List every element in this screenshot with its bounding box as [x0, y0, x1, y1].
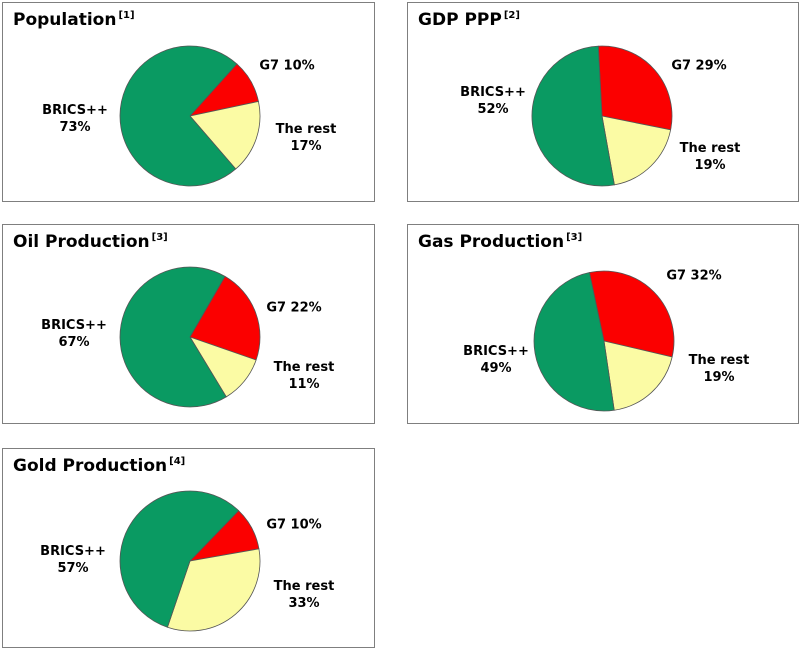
pie-slice-the-rest [167, 548, 261, 632]
slice-label-line: G7 29% [671, 58, 727, 74]
chart-panel-oil-production: Oil Production [3] BRICS++ 67% G7 22% The res… [2, 224, 375, 424]
pie-chart-gdp-ppp [531, 45, 673, 187]
slice-label-brics: BRICS++ 52% [460, 85, 526, 119]
pie-slice-g7 [189, 275, 261, 361]
chart-title: GDP PPP [2] [418, 10, 520, 30]
slice-label-the-rest: The rest 11% [274, 360, 335, 394]
footnote-ref: [4] [169, 456, 186, 468]
pie-slice-brics [533, 272, 615, 412]
footnote-ref: [1] [118, 10, 135, 22]
pie-chart-gold-production [119, 490, 261, 632]
slice-label-line: 73% [59, 120, 91, 135]
pie-chart-gas-production [533, 270, 675, 412]
pie-slice-g7 [589, 270, 675, 358]
pie-slice-the-rest [601, 115, 672, 186]
slice-label-the-rest: The rest 19% [680, 141, 741, 175]
chart-title-text: GDP PPP [418, 10, 502, 30]
slice-label-brics: BRICS++ 67% [41, 318, 107, 352]
slice-label-the-rest: The rest 33% [274, 579, 335, 613]
slice-label-line: BRICS++ [40, 544, 106, 560]
chart-title: Gas Production [3] [418, 232, 582, 252]
pie-slice-g7 [597, 45, 673, 131]
chart-title: Oil Production [3] [13, 232, 168, 252]
pie-chart-population [119, 45, 261, 187]
slice-label-line: G7 10% [266, 517, 322, 533]
footnote-ref: [2] [503, 10, 520, 22]
slice-label-g7: G7 29% [671, 59, 726, 76]
slice-label-line: The rest [688, 353, 750, 369]
pie-slice-the-rest [603, 340, 673, 411]
slice-label-line: The rest [273, 579, 335, 595]
slice-label-line: 49% [480, 361, 512, 376]
slice-label-line: 33% [288, 596, 320, 611]
slice-label-brics: BRICS++ 49% [463, 344, 529, 378]
chart-panel-population: Population [1] BRICS++ 73% G7 10% The rest 17% [2, 2, 375, 202]
slice-label-g7: G7 10% [259, 59, 314, 76]
slice-label-line: The rest [679, 141, 741, 157]
pie-slice-brics [531, 45, 615, 187]
slice-label-brics: BRICS++ 57% [40, 544, 106, 578]
chart-title-text: Population [13, 10, 117, 30]
slice-label-line: The rest [275, 122, 337, 138]
slice-label-line: 57% [57, 561, 89, 576]
chart-title-text: Gas Production [418, 232, 565, 252]
slice-label-line: BRICS++ [42, 103, 108, 119]
slice-label-g7: G7 10% [266, 518, 321, 535]
slice-label-the-rest: The rest 19% [689, 353, 750, 387]
slice-label-line: BRICS++ [460, 85, 526, 101]
slice-label-line: G7 10% [259, 58, 315, 74]
slice-label-the-rest: The rest 17% [276, 122, 337, 156]
slice-label-line: 19% [694, 158, 726, 173]
pie-slice-brics [119, 45, 238, 187]
slice-label-line: BRICS++ [41, 318, 107, 334]
chart-title-text: Oil Production [13, 232, 150, 252]
pie-slice-brics [119, 490, 240, 628]
slice-label-line: G7 22% [266, 300, 322, 316]
pie-slice-the-rest [189, 101, 261, 170]
slice-label-g7: G7 22% [266, 301, 321, 318]
chart-title: Gold Production [4] [13, 456, 185, 476]
chart-title-text: Gold Production [13, 456, 168, 476]
slice-label-line: 17% [290, 139, 322, 154]
pie-slice-brics [119, 266, 227, 408]
slice-label-line: The rest [273, 360, 335, 376]
pie-chart-oil-production [119, 266, 261, 408]
slice-label-line: G7 32% [666, 268, 722, 284]
chart-panel-gdp-ppp: GDP PPP [2] BRICS++ 52% G7 29% The rest 19% [407, 2, 799, 202]
footnote-ref: [3] [151, 232, 168, 244]
slice-label-line: 67% [58, 335, 90, 350]
slice-label-line: 52% [477, 102, 509, 117]
chart-panel-gas-production: Gas Production [3] BRICS++ 49% G7 32% The res… [407, 224, 799, 424]
slice-label-brics: BRICS++ 73% [42, 103, 108, 137]
slice-label-line: 19% [703, 370, 735, 385]
slice-label-g7: G7 32% [666, 269, 721, 286]
slice-label-line: 11% [288, 377, 320, 392]
chart-panel-gold-production: Gold Production [4] BRICS++ 57% G7 10% The re… [2, 448, 375, 648]
footnote-ref: [3] [566, 232, 583, 244]
chart-title: Population [1] [13, 10, 135, 30]
slice-label-line: BRICS++ [463, 344, 529, 360]
